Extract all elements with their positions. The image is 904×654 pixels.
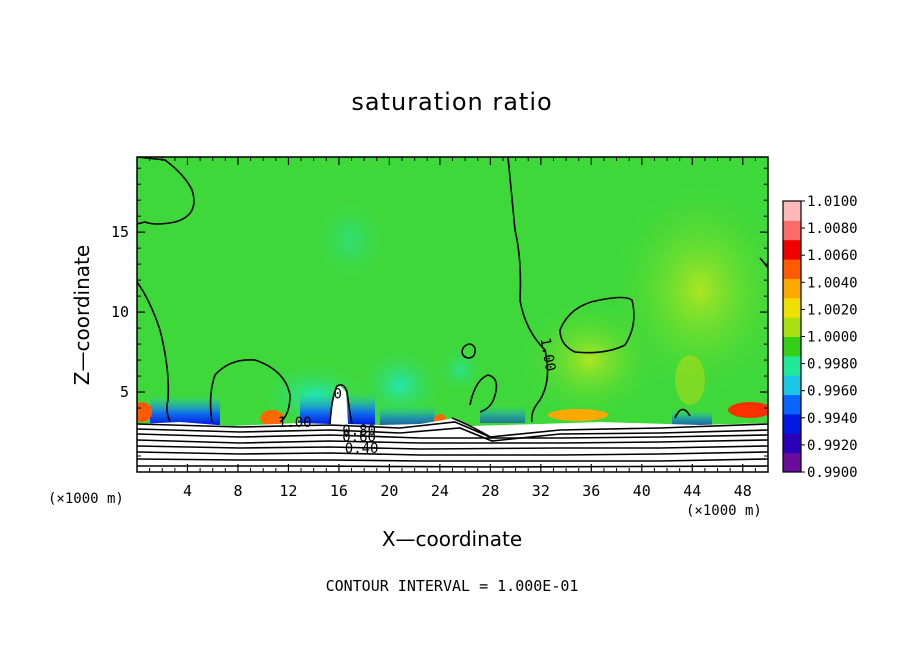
colorbar-tick-label: 0.9900 [807,465,858,481]
contour-line [559,296,635,354]
colorbar-tick-label: 1.0080 [807,221,858,237]
contour-lines [137,157,768,468]
y-tick-label: 5 [120,383,129,401]
contour-line [137,439,768,444]
y-axis-label: Z—coordinate [70,244,94,386]
colorbar-tick-label: 0.9920 [807,438,858,454]
colorbar-tick-label: 0.9940 [807,411,858,427]
contour-line [137,427,768,442]
contour-line [461,343,476,359]
field-blue-band [480,405,525,423]
colorbar-tick-label: 1.0060 [807,248,858,264]
colorbar-swatch [783,259,801,279]
colorbar-tick-label: 1.0040 [807,275,858,291]
x-tick-label: 36 [582,482,600,500]
contour-label: 0 [333,386,341,402]
colorbar-tick-label: 1.0020 [807,302,858,318]
contour-line [137,451,768,456]
chart-title: saturation ratio [351,88,553,116]
y-tick-label: 10 [111,303,129,321]
x-axis: 4 8 12 16 20 24 28 32 36 40 44 48 [149,157,756,500]
x-tick-label: 44 [683,482,701,500]
x-tick-label: 32 [532,482,550,500]
contour-line [137,445,768,450]
x-tick-label: 40 [633,482,651,500]
field-hot-spot [260,410,284,426]
contour-line [137,465,768,468]
y-tick-label: 15 [111,223,129,241]
contour-line [507,157,549,423]
contour-interval-note: CONTOUR INTERVAL = 1.000E-01 [325,577,579,595]
contour-line [137,281,171,423]
heatmap-field [137,157,768,472]
contour-line [137,458,768,462]
field-blue-band [150,395,220,425]
contour-line [137,433,768,439]
field-blue-band [672,410,712,425]
x-tick-label: 8 [233,482,242,500]
contour-label: 0.60 [342,430,376,446]
colorbar-swatch [783,452,801,473]
contour-label: 0.40 [345,441,379,457]
contour-line [137,157,195,225]
field-hot-spot [548,409,608,421]
x-tick-label: 16 [330,482,348,500]
colorbar-swatch [783,297,801,318]
contour-label: 1.00 [278,415,312,431]
contour-line [469,374,498,413]
contour-labels: 1.00 0.800.600.40 1.00 0 [278,337,558,457]
colorbar-swatch [783,355,801,376]
x-unit-label-left: (×1000 m) [48,491,124,507]
x-tick-label: 24 [431,482,449,500]
colorbar: 1.0100 1.0080 1.0060 1.0040 1.0020 1.0000 0.99… [782,194,858,481]
contour-line [137,421,768,438]
x-unit-label-right: (×1000 m) [686,503,762,519]
colorbar-swatch [783,433,801,454]
x-tick-label: 12 [279,482,297,500]
colorbar-swatch [783,394,801,415]
field-hot-spot [675,355,705,405]
colorbar-tick-label: 0.9960 [807,384,858,400]
field-blue-band [380,405,435,425]
colorbar-swatch [783,336,801,357]
colorbar-swatch [783,413,801,434]
x-tick-label: 48 [734,482,752,500]
field-cyan-patch [435,345,485,395]
field-cyan-patch [310,190,390,290]
colorbar-swatch [783,201,801,221]
field-light-patch [520,300,660,420]
x-tick-label: 28 [481,482,499,500]
y-axis: 5 10 15 [111,167,768,457]
x-axis-label: X—coordinate [381,527,523,551]
field-hot-spot [137,402,152,422]
contour-label: 1.00 [536,337,558,373]
colorbar-swatch [783,220,801,241]
contour-line [451,417,493,439]
contour-line [329,384,353,425]
x-tick-label: 4 [183,482,192,500]
colorbar-tick-label: 1.0000 [807,330,858,346]
contour-line [209,358,291,423]
colorbar-swatch [783,278,801,299]
contour-line [674,408,691,419]
colorbar-swatch [783,317,801,337]
colorbar-tick-label: 0.9980 [807,357,858,373]
x-tick-label: 20 [380,482,398,500]
colorbar-tick-label: 1.0100 [807,194,858,210]
colorbar-swatch [783,375,801,396]
field-hot-spot [728,402,768,418]
contour-label: 0.80 [342,423,376,439]
colorbar-swatch [783,239,801,260]
